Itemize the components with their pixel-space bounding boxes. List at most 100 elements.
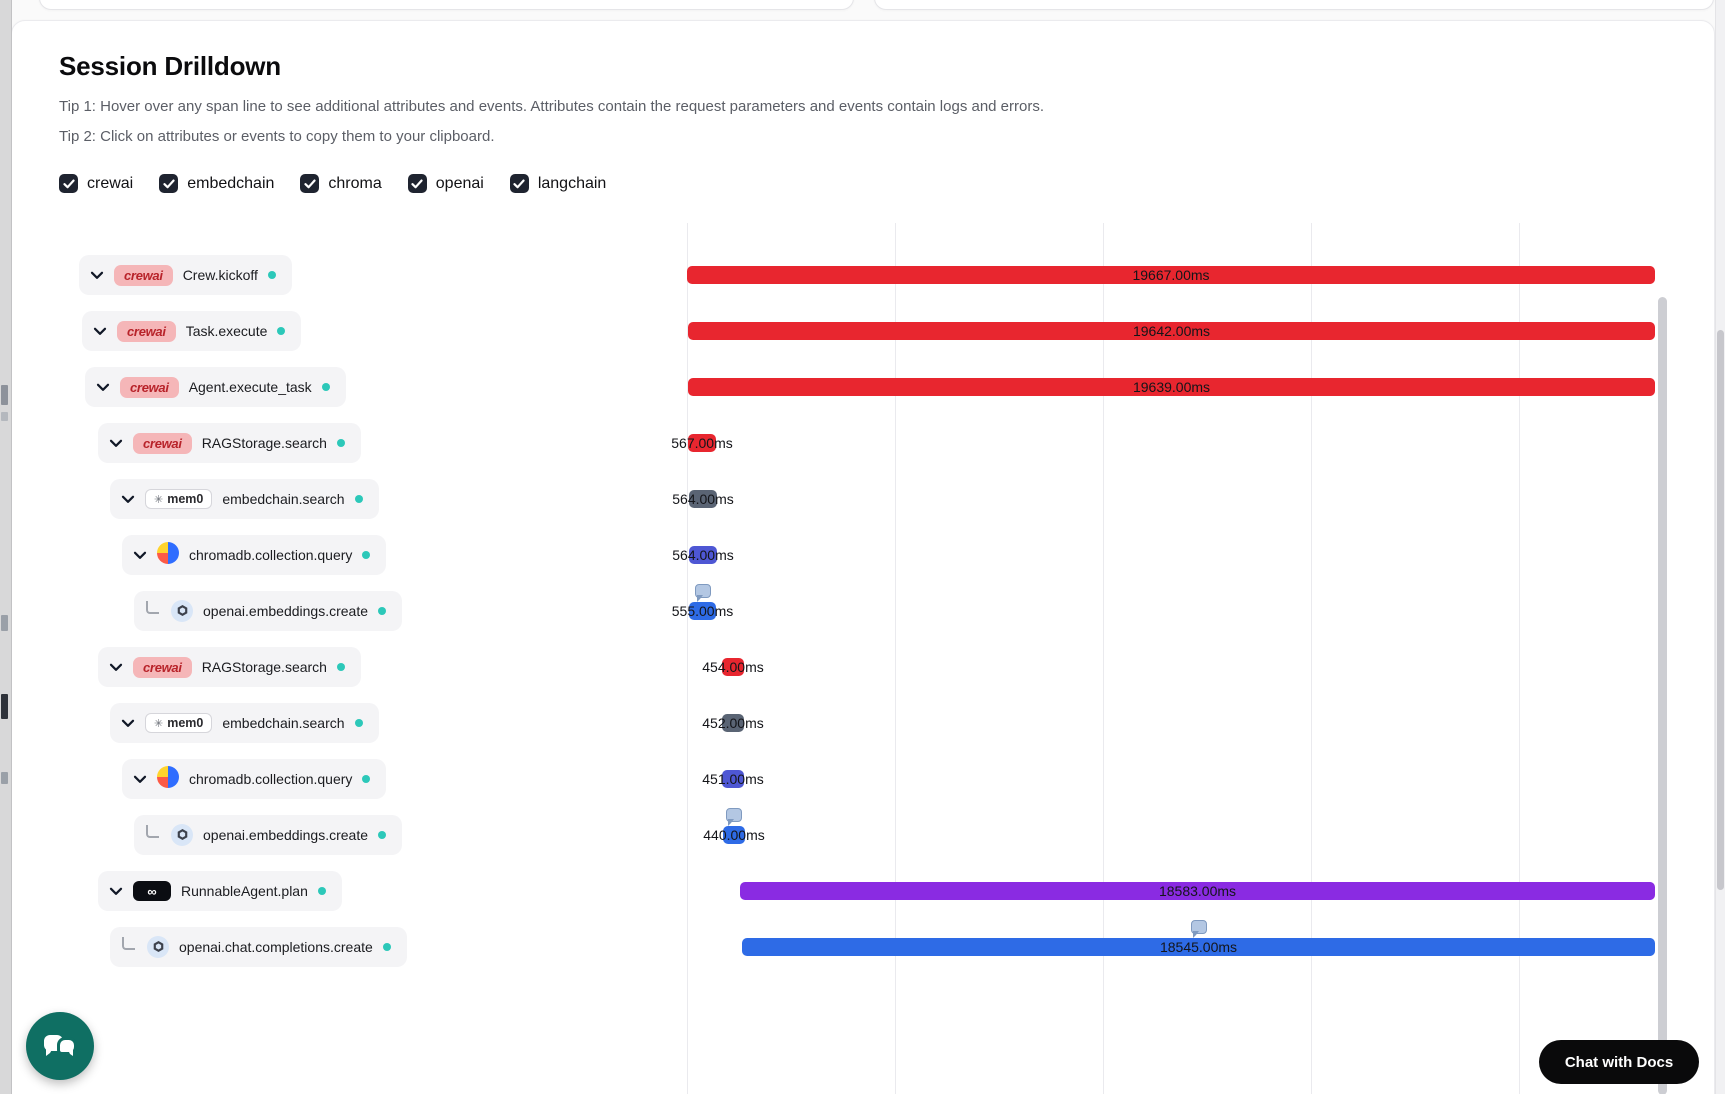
span-duration-bar[interactable]: 555.00ms	[672, 584, 733, 620]
span-duration-bar[interactable]: 19642.00ms	[688, 322, 1655, 340]
span-duration-label: 440.00ms	[703, 827, 765, 843]
span-duration-bar[interactable]: 452.00ms	[702, 714, 764, 732]
span-duration-bar[interactable]: 18545.00ms	[742, 920, 1655, 956]
span-name: RunnableAgent.plan	[181, 883, 308, 899]
span-status-dot	[317, 887, 326, 895]
vendor-badge-slot	[147, 935, 169, 959]
chevron-down-icon[interactable]	[121, 495, 135, 504]
chevron-down-icon[interactable]	[133, 775, 147, 784]
vendor-badge-slot: crewai	[133, 432, 192, 454]
span-duration-label: 564.00ms	[672, 547, 734, 563]
event-bubble-icon[interactable]	[726, 808, 742, 826]
vendor-filter-checkbox[interactable]: langchain	[509, 174, 606, 193]
span-row: crewai RAGStorage.search 567.00ms	[12, 423, 1714, 463]
event-bubble-icon[interactable]	[1190, 920, 1207, 938]
span-duration-bar[interactable]: 564.00ms	[672, 546, 734, 564]
chevron-down-icon[interactable]	[109, 663, 123, 672]
span-label-pill[interactable]: crewai Task.execute	[82, 311, 302, 351]
span-label-pill[interactable]: ✳ mem0 embedchain.search	[110, 479, 379, 519]
span-duration-label: 19667.00ms	[1132, 267, 1210, 283]
span-status-dot	[277, 327, 286, 335]
vendor-filter-checkbox[interactable]: chroma	[300, 174, 382, 193]
vendor-badge-slot	[171, 599, 193, 623]
vendor-filter-checkbox[interactable]: embedchain	[159, 174, 274, 193]
span-duration-bar[interactable]: 454.00ms	[702, 658, 764, 676]
checkbox-checked-icon[interactable]	[159, 174, 179, 193]
vendor-badge-slot: crewai	[117, 320, 176, 342]
span-label-pill[interactable]: crewai Agent.execute_task	[85, 367, 346, 407]
span-name: openai.chat.completions.create	[179, 939, 373, 955]
chevron-down-icon[interactable]	[121, 719, 135, 728]
session-drilldown-card: crewai Crew.kickoff 19667.00ms crewai Ta…	[11, 20, 1715, 1094]
openai-logo-icon	[171, 823, 193, 846]
span-label-pill[interactable]: openai.embeddings.create	[134, 815, 403, 855]
top-panel-right	[874, 0, 1714, 10]
checkbox-checked-icon[interactable]	[59, 174, 78, 193]
span-label-pill[interactable]: ∞ RunnableAgent.plan	[98, 871, 342, 911]
span-status-dot	[354, 719, 363, 727]
vendor-badge-slot: crewai	[133, 656, 192, 678]
waterfall-scrollbar-thumb[interactable]	[1658, 297, 1667, 1094]
chroma-logo-icon	[157, 541, 179, 564]
span-duration-bar[interactable]: 451.00ms	[702, 770, 764, 788]
window-left-edge	[0, 0, 12, 1094]
span-status-dot	[362, 551, 371, 559]
span-label-pill[interactable]: crewai Crew.kickoff	[79, 255, 292, 295]
span-duration-bar[interactable]: 564.00ms	[672, 490, 734, 508]
span-label-pill[interactable]: chromadb.collection.query	[122, 759, 387, 799]
checkbox-checked-icon[interactable]	[300, 174, 320, 193]
browser-scrollbar[interactable]	[1715, 0, 1725, 1094]
clipped-background-text	[1, 615, 8, 631]
span-label-pill[interactable]: ✳ mem0 embedchain.search	[110, 703, 379, 743]
span-label-pill[interactable]: crewai RAGStorage.search	[98, 647, 361, 687]
span-status-dot	[378, 607, 387, 615]
span-row: crewai Crew.kickoff 19667.00ms	[12, 255, 1714, 295]
span-name: RAGStorage.search	[201, 659, 327, 675]
timeline-gridline	[1519, 223, 1520, 1094]
openai-logo-icon	[147, 935, 169, 958]
span-row: ∞ RunnableAgent.plan 18583.00ms	[12, 871, 1714, 911]
browser-scrollbar-thumb[interactable]	[1717, 330, 1724, 890]
span-status-dot	[382, 943, 391, 951]
span-label-pill[interactable]: openai.chat.completions.create	[110, 927, 407, 967]
mem0-logo: ✳ mem0	[145, 489, 213, 509]
checkbox-checked-icon[interactable]	[407, 174, 427, 193]
vendor-filter-label: chroma	[328, 174, 382, 192]
span-status-dot	[267, 271, 276, 279]
span-label-pill[interactable]: openai.embeddings.create	[134, 591, 403, 631]
span-duration-bar[interactable]: 19667.00ms	[687, 266, 1655, 284]
chevron-down-icon[interactable]	[90, 271, 104, 280]
span-duration-label: 555.00ms	[671, 603, 734, 619]
span-name: openai.embeddings.create	[203, 603, 369, 619]
checkbox-checked-icon[interactable]	[509, 174, 529, 193]
event-bubble-icon[interactable]	[694, 584, 711, 602]
card-header: Session Drilldown Tip 1: Hover over any …	[12, 21, 1714, 193]
span-duration-label: 19642.00ms	[1132, 323, 1211, 339]
trace-waterfall: crewai Crew.kickoff 19667.00ms crewai Ta…	[12, 21, 1714, 1094]
span-row: ✳ mem0 embedchain.search 452.00ms	[12, 703, 1714, 743]
span-row: crewai RAGStorage.search 454.00ms	[12, 647, 1714, 687]
span-name: embedchain.search	[222, 491, 345, 507]
chevron-down-icon[interactable]	[93, 327, 107, 336]
span-duration-bar[interactable]: 567.00ms	[671, 434, 733, 452]
chevron-down-icon[interactable]	[109, 439, 123, 448]
chat-widget-button[interactable]	[26, 1012, 94, 1080]
span-duration-bar[interactable]: 19639.00ms	[688, 378, 1655, 396]
vendor-filter-checkbox[interactable]: crewai	[59, 174, 133, 193]
span-name: Task.execute	[185, 323, 268, 339]
vendor-badge-slot	[171, 823, 193, 847]
branch-connector-icon	[146, 600, 159, 614]
vendor-badge-slot: ✳ mem0	[145, 489, 213, 509]
span-label-pill[interactable]: chromadb.collection.query	[122, 535, 387, 575]
chat-with-docs-button[interactable]: Chat with Docs	[1539, 1040, 1699, 1084]
chevron-down-icon[interactable]	[109, 887, 123, 896]
branch-connector-icon	[146, 824, 159, 838]
span-label-pill[interactable]: crewai RAGStorage.search	[98, 423, 361, 463]
span-duration-bar[interactable]: 18583.00ms	[740, 882, 1655, 900]
span-duration-bar[interactable]: 440.00ms	[703, 808, 765, 844]
chevron-down-icon[interactable]	[133, 551, 147, 560]
crewai-logo: crewai	[117, 320, 176, 342]
span-row: openai.chat.completions.create 18545.00m…	[12, 920, 1714, 967]
vendor-filter-checkbox[interactable]: openai	[407, 174, 484, 193]
chevron-down-icon[interactable]	[96, 383, 110, 392]
